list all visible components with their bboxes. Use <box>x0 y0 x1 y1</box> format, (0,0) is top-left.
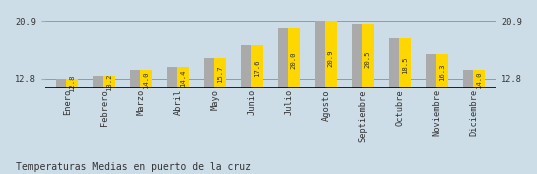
Bar <box>315 21 327 88</box>
Text: 14.0: 14.0 <box>143 71 149 89</box>
Bar <box>251 45 263 88</box>
Bar <box>288 28 300 88</box>
Text: 18.5: 18.5 <box>402 57 408 74</box>
Text: 16.3: 16.3 <box>439 64 445 81</box>
Bar <box>352 24 364 88</box>
Text: 15.7: 15.7 <box>217 66 223 83</box>
Bar <box>177 67 189 88</box>
Bar <box>325 21 337 88</box>
Text: Temperaturas Medias en puerto de la cruz: Temperaturas Medias en puerto de la cruz <box>16 162 251 172</box>
Bar <box>399 38 411 88</box>
Text: 14.0: 14.0 <box>476 71 482 89</box>
Text: 13.2: 13.2 <box>106 74 112 91</box>
Bar <box>426 54 438 88</box>
Bar <box>362 24 374 88</box>
Bar <box>130 70 142 88</box>
Bar <box>93 76 105 88</box>
Text: 20.0: 20.0 <box>291 52 297 69</box>
Bar <box>278 28 290 88</box>
Text: 12.8: 12.8 <box>69 75 75 92</box>
Bar <box>168 67 179 88</box>
Bar <box>436 54 448 88</box>
Text: 17.6: 17.6 <box>254 60 260 77</box>
Bar <box>140 70 152 88</box>
Text: 14.4: 14.4 <box>180 70 186 87</box>
Text: 20.5: 20.5 <box>365 50 371 68</box>
Bar <box>103 76 115 88</box>
Text: 20.9: 20.9 <box>328 49 334 67</box>
Bar <box>389 38 401 88</box>
Bar <box>241 45 253 88</box>
Bar <box>56 78 68 88</box>
Bar <box>66 78 78 88</box>
Bar <box>214 58 226 88</box>
Bar <box>205 58 216 88</box>
Bar <box>463 70 475 88</box>
Bar <box>473 70 485 88</box>
